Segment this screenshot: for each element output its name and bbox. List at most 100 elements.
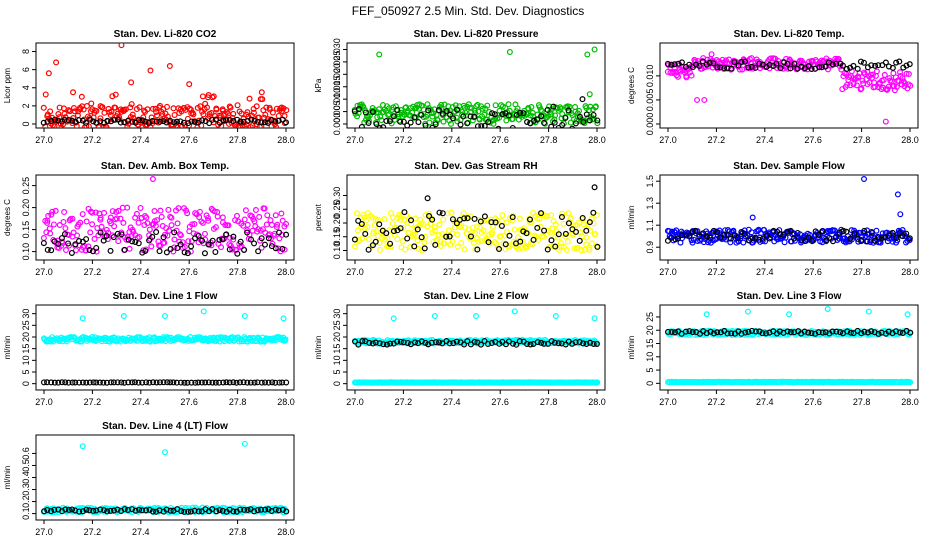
data-point bbox=[80, 106, 87, 113]
data-point bbox=[48, 379, 55, 386]
data-point bbox=[387, 240, 394, 247]
y-tick-label: 2 bbox=[21, 103, 31, 108]
data-point bbox=[283, 231, 290, 238]
data-point bbox=[143, 507, 150, 514]
outlier-point bbox=[186, 81, 193, 88]
data-point bbox=[847, 82, 854, 89]
data-point bbox=[534, 116, 541, 123]
data-point bbox=[728, 65, 735, 72]
data-point bbox=[594, 120, 601, 127]
data-point bbox=[158, 213, 165, 220]
series-filtered bbox=[351, 184, 601, 253]
data-point bbox=[153, 379, 160, 386]
data-point bbox=[263, 221, 270, 228]
data-point bbox=[51, 116, 58, 123]
data-point bbox=[537, 107, 544, 114]
data-point bbox=[787, 65, 794, 72]
data-point bbox=[110, 379, 117, 386]
data-point bbox=[560, 220, 567, 227]
data-point bbox=[72, 118, 79, 125]
data-point bbox=[351, 236, 358, 243]
data-point bbox=[441, 240, 448, 247]
data-point bbox=[61, 110, 68, 117]
plot-frame bbox=[659, 42, 919, 129]
data-point bbox=[471, 113, 478, 120]
data-point bbox=[565, 107, 572, 114]
data-point bbox=[756, 60, 763, 67]
data-point bbox=[431, 227, 438, 234]
data-point bbox=[229, 246, 236, 253]
data-point bbox=[115, 238, 122, 245]
x-tick-label: 28.0 bbox=[901, 267, 919, 277]
data-point bbox=[188, 118, 195, 125]
data-point bbox=[195, 508, 202, 515]
data-point bbox=[555, 340, 562, 347]
data-point bbox=[812, 228, 819, 235]
x-tick-label: 27.4 bbox=[756, 397, 774, 407]
data-point bbox=[436, 209, 443, 216]
data-point bbox=[683, 74, 690, 81]
data-point bbox=[226, 379, 233, 386]
data-point bbox=[149, 233, 156, 240]
data-point bbox=[93, 244, 100, 251]
data-point bbox=[390, 113, 397, 120]
data-point bbox=[75, 117, 82, 124]
data-point bbox=[503, 219, 510, 226]
data-point bbox=[549, 243, 556, 250]
data-point bbox=[376, 246, 383, 253]
outlier-point bbox=[579, 96, 586, 103]
data-point bbox=[399, 238, 406, 245]
data-point bbox=[491, 111, 498, 118]
data-point bbox=[869, 71, 876, 78]
data-point bbox=[157, 118, 164, 125]
data-point bbox=[560, 120, 567, 127]
y-tick-label: 25 bbox=[21, 320, 31, 330]
data-point bbox=[127, 104, 134, 111]
data-point bbox=[216, 236, 223, 243]
outlier-point bbox=[708, 51, 715, 58]
plot-frame bbox=[35, 304, 295, 391]
data-point bbox=[878, 235, 885, 242]
data-point bbox=[745, 64, 752, 71]
data-point bbox=[55, 117, 62, 124]
points-layer bbox=[664, 176, 913, 246]
data-point bbox=[418, 111, 425, 118]
data-point bbox=[177, 379, 184, 386]
data-point bbox=[394, 236, 401, 243]
data-point bbox=[576, 113, 583, 120]
outlier-point bbox=[149, 176, 156, 183]
data-point bbox=[784, 328, 791, 335]
data-point bbox=[664, 60, 671, 67]
y-tick-label: 0.010 bbox=[645, 65, 655, 88]
data-point bbox=[132, 238, 139, 245]
panel-p2: Stan. Dev. Li-820 Pressure kPa 27.0 27.2 27.… bbox=[314, 29, 606, 145]
y-tick-label: 5 bbox=[332, 369, 342, 374]
data-point bbox=[262, 506, 269, 513]
data-point bbox=[265, 379, 272, 386]
data-point bbox=[762, 330, 769, 337]
data-point bbox=[272, 506, 279, 513]
data-point bbox=[370, 228, 377, 235]
data-point bbox=[756, 236, 763, 243]
x-tick-label: 27.2 bbox=[84, 135, 102, 145]
data-point bbox=[177, 118, 184, 125]
y-tick-label: 20 bbox=[645, 325, 655, 335]
panel-p1: Stan. Dev. Li-820 CO2 Licor ppm 27.0 27.2 27… bbox=[3, 29, 295, 145]
data-point bbox=[164, 379, 171, 386]
data-point bbox=[510, 340, 517, 347]
data-point bbox=[524, 119, 531, 126]
data-point bbox=[275, 117, 282, 124]
data-point bbox=[65, 506, 72, 513]
data-point bbox=[227, 104, 234, 111]
data-point bbox=[204, 214, 211, 221]
data-point bbox=[97, 229, 104, 236]
data-point bbox=[86, 507, 93, 514]
data-point bbox=[524, 340, 531, 347]
data-point bbox=[461, 246, 468, 253]
data-point bbox=[588, 240, 595, 247]
data-point bbox=[212, 248, 219, 255]
data-point bbox=[118, 379, 125, 386]
data-point bbox=[552, 243, 559, 250]
panel-title: Stan. Dev. Li-820 Temp. bbox=[734, 29, 845, 40]
data-point bbox=[440, 118, 447, 125]
